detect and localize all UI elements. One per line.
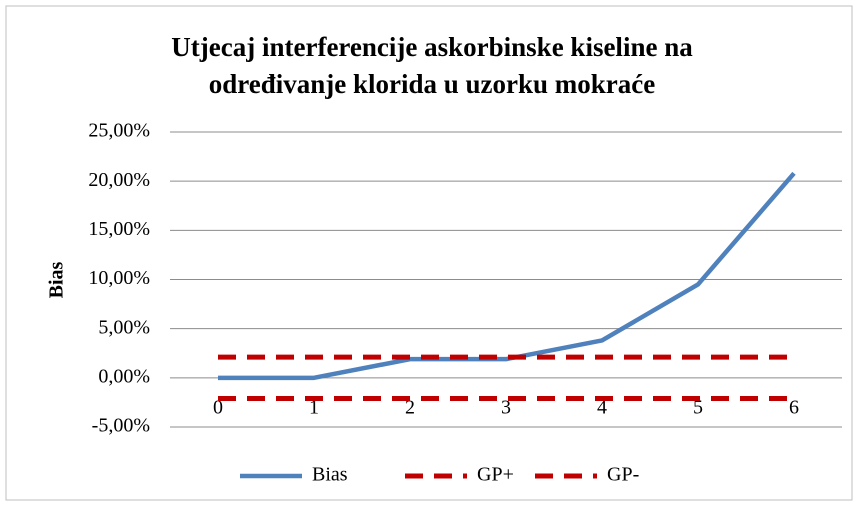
y-tick-label: 0,00% bbox=[98, 365, 150, 387]
legend-label: Bias bbox=[312, 464, 348, 486]
chart-title: Utjecaj interferencije askorbinske kisel… bbox=[171, 32, 693, 62]
x-tick-label: 3 bbox=[501, 396, 511, 418]
x-tick-label: 5 bbox=[693, 396, 703, 418]
y-tick-label: 25,00% bbox=[88, 120, 150, 142]
y-tick-label: 10,00% bbox=[88, 267, 150, 289]
x-tick-label: 0 bbox=[213, 396, 223, 418]
y-tick-label: -5,00% bbox=[92, 415, 150, 437]
x-tick-label: 2 bbox=[405, 396, 415, 418]
chart-title: određivanje klorida u uzorku mokraće bbox=[209, 69, 656, 99]
y-axis-label: Bias bbox=[46, 261, 68, 298]
y-tick-label: 15,00% bbox=[88, 218, 150, 240]
data-line bbox=[218, 171, 796, 381]
x-tick-label: 1 bbox=[309, 396, 319, 418]
chart-border bbox=[5, 5, 853, 501]
legend-label: GP- bbox=[607, 464, 639, 486]
legend-label: GP+ bbox=[477, 464, 514, 486]
x-tick-label: 6 bbox=[789, 396, 799, 418]
y-tick-label: 20,00% bbox=[88, 169, 150, 191]
y-tick-label: 5,00% bbox=[98, 316, 150, 338]
x-tick-label: 4 bbox=[597, 396, 607, 418]
